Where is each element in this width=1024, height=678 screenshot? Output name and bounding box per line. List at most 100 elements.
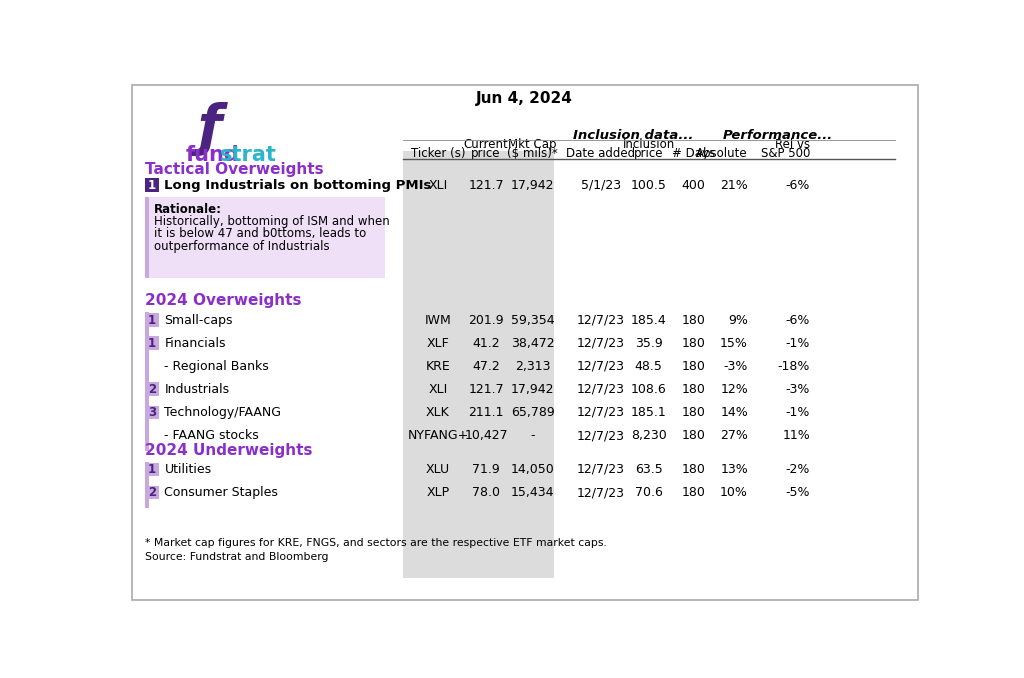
Text: 17,942: 17,942 xyxy=(511,383,554,396)
Text: 17,942: 17,942 xyxy=(511,179,554,192)
Text: XLI: XLI xyxy=(428,179,447,192)
Text: Long Industrials on bottoming PMIs: Long Industrials on bottoming PMIs xyxy=(165,179,432,192)
Text: fund: fund xyxy=(186,144,240,165)
Text: XLF: XLF xyxy=(427,337,450,350)
Text: IWM: IWM xyxy=(425,313,452,327)
Text: 2: 2 xyxy=(147,486,156,499)
Text: 108.6: 108.6 xyxy=(631,383,667,396)
Text: 12/7/23: 12/7/23 xyxy=(577,383,625,396)
Text: 180: 180 xyxy=(682,486,706,499)
Text: -1%: -1% xyxy=(785,406,810,419)
Text: Inclusion data...: Inclusion data... xyxy=(573,129,693,142)
Text: 201.9: 201.9 xyxy=(468,313,504,327)
Text: NYFANG+: NYFANG+ xyxy=(408,429,469,442)
Bar xyxy=(145,313,148,451)
Text: 1: 1 xyxy=(147,337,156,350)
Text: 48.5: 48.5 xyxy=(635,360,663,373)
Bar xyxy=(145,197,148,278)
Text: Ticker (s): Ticker (s) xyxy=(411,147,465,160)
FancyBboxPatch shape xyxy=(145,462,159,477)
Text: -: - xyxy=(530,429,535,442)
Text: Performance...: Performance... xyxy=(722,129,833,142)
Text: 400: 400 xyxy=(682,179,706,192)
Text: 14%: 14% xyxy=(720,406,748,419)
Text: 180: 180 xyxy=(682,406,706,419)
FancyBboxPatch shape xyxy=(145,336,159,350)
Text: ƒ: ƒ xyxy=(198,102,221,156)
Text: 71.9: 71.9 xyxy=(472,463,500,476)
Text: 21%: 21% xyxy=(720,179,748,192)
Text: 2024 Overweights: 2024 Overweights xyxy=(145,294,301,308)
Text: 2,313: 2,313 xyxy=(515,360,550,373)
Text: KRE: KRE xyxy=(426,360,451,373)
Text: 12/7/23: 12/7/23 xyxy=(577,406,625,419)
Text: 78.0: 78.0 xyxy=(472,486,500,499)
Text: Historically, bottoming of ISM and when: Historically, bottoming of ISM and when xyxy=(154,215,389,228)
Text: Tactical Overweights: Tactical Overweights xyxy=(145,163,324,178)
Text: 185.1: 185.1 xyxy=(631,406,667,419)
Text: XLI: XLI xyxy=(428,383,447,396)
Text: Mkt Cap: Mkt Cap xyxy=(508,138,557,151)
Text: strat: strat xyxy=(219,144,276,165)
Text: 1: 1 xyxy=(147,313,156,327)
Text: 5/1/23: 5/1/23 xyxy=(581,179,621,192)
Text: 180: 180 xyxy=(682,463,706,476)
Text: Inclusion: Inclusion xyxy=(623,138,675,151)
FancyBboxPatch shape xyxy=(145,178,159,193)
Text: Small-caps: Small-caps xyxy=(165,313,232,327)
Text: 12/7/23: 12/7/23 xyxy=(577,463,625,476)
FancyBboxPatch shape xyxy=(145,313,159,327)
Text: Jun 4, 2024: Jun 4, 2024 xyxy=(476,91,573,106)
Text: 27%: 27% xyxy=(720,429,748,442)
Text: 121.7: 121.7 xyxy=(468,383,504,396)
Text: 100.5: 100.5 xyxy=(631,179,667,192)
Text: -6%: -6% xyxy=(785,313,810,327)
Text: 180: 180 xyxy=(682,313,706,327)
Bar xyxy=(403,151,554,578)
FancyBboxPatch shape xyxy=(145,405,159,420)
Text: -5%: -5% xyxy=(785,486,810,499)
Text: - Regional Banks: - Regional Banks xyxy=(165,360,269,373)
FancyBboxPatch shape xyxy=(145,382,159,396)
Text: -1%: -1% xyxy=(785,337,810,350)
Text: 180: 180 xyxy=(682,337,706,350)
Text: -6%: -6% xyxy=(785,179,810,192)
Text: 9%: 9% xyxy=(728,313,748,327)
Text: 1: 1 xyxy=(147,179,156,192)
Bar xyxy=(145,197,385,278)
Text: 3: 3 xyxy=(147,406,156,419)
Text: 59,354: 59,354 xyxy=(511,313,554,327)
Text: 15,434: 15,434 xyxy=(511,486,554,499)
Text: Current: Current xyxy=(464,138,509,151)
Text: 180: 180 xyxy=(682,429,706,442)
Text: 47.2: 47.2 xyxy=(472,360,500,373)
Text: outperformance of Industrials: outperformance of Industrials xyxy=(154,239,329,253)
Text: 12/7/23: 12/7/23 xyxy=(577,486,625,499)
Text: Financials: Financials xyxy=(165,337,226,350)
Text: 180: 180 xyxy=(682,383,706,396)
Text: 11%: 11% xyxy=(782,429,810,442)
Text: Source: Fundstrat and Bloomberg: Source: Fundstrat and Bloomberg xyxy=(145,552,329,562)
Text: Rel vs: Rel vs xyxy=(775,138,810,151)
Text: S&P 500: S&P 500 xyxy=(761,147,810,160)
Text: 12/7/23: 12/7/23 xyxy=(577,429,625,442)
Text: ($ mils)*: ($ mils)* xyxy=(507,147,558,160)
Text: # Days: # Days xyxy=(672,147,716,160)
Text: 70.6: 70.6 xyxy=(635,486,663,499)
Text: Consumer Staples: Consumer Staples xyxy=(165,486,279,499)
Text: 15%: 15% xyxy=(720,337,748,350)
Text: Technology/FAANG: Technology/FAANG xyxy=(165,406,282,419)
FancyBboxPatch shape xyxy=(132,85,918,599)
Text: Absolute: Absolute xyxy=(696,147,748,160)
Text: XLU: XLU xyxy=(426,463,451,476)
Text: 63.5: 63.5 xyxy=(635,463,663,476)
Text: Industrials: Industrials xyxy=(165,383,229,396)
Text: 180: 180 xyxy=(682,360,706,373)
Text: - FAANG stocks: - FAANG stocks xyxy=(165,429,259,442)
FancyBboxPatch shape xyxy=(145,485,159,500)
Text: 185.4: 185.4 xyxy=(631,313,667,327)
Text: 10%: 10% xyxy=(720,486,748,499)
Text: XLP: XLP xyxy=(426,486,450,499)
Text: 12/7/23: 12/7/23 xyxy=(577,360,625,373)
Text: 121.7: 121.7 xyxy=(468,179,504,192)
